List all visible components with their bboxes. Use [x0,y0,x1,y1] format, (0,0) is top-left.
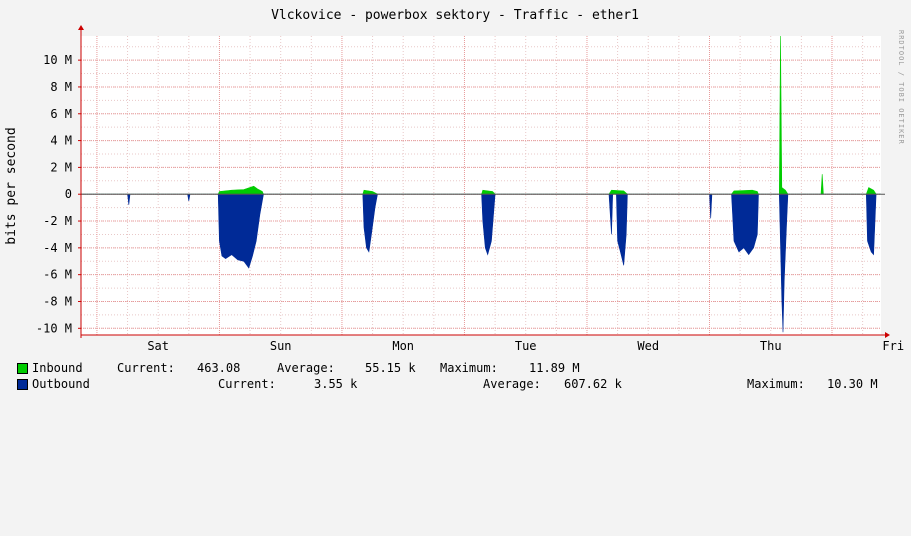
legend-swatch-outbound [17,379,28,390]
x-tick-label: Wed [637,339,659,353]
x-tick-label: Fri [882,339,904,353]
rrd-graph: Vlckovice - powerbox sektory - Traffic -… [4,8,905,392]
legend-maximum-label-inbound: Maximum: [440,361,498,375]
x-tick-label: Tue [515,339,537,353]
y-tick-labels: 10 M 8 M 6 M 4 M 2 M 0 -2 M -4 M -6 M -8 M -10 M [36,53,72,335]
legend-row-outbound: Outbound Current: 3.55 k Average: 607.62… [17,376,897,392]
legend-current-inbound: 463.08 [197,361,241,375]
legend-current-label-inbound: Current: [117,361,175,375]
legend-current-label-outbound: Current: [218,377,276,391]
legend-maximum-inbound: 11.89 M [529,361,580,375]
x-axis-arrow [885,332,890,338]
series-area-inbound [81,35,881,195]
x-tick-label: Sun [270,339,292,353]
y-tick-label: 4 M [50,134,72,148]
y-tick-label: 6 M [50,107,72,121]
legend-name-inbound: Inbound [32,361,83,375]
legend: Inbound Current: 463.08 Average: 55.15 k… [17,360,897,392]
y-tick-label: -2 M [43,214,72,228]
legend-average-outbound: 607.62 k [564,377,622,391]
y-axis-label: bits per second [4,127,19,244]
legend-maximum-outbound: 10.30 M [827,377,878,391]
y-axis-arrow [78,25,84,30]
legend-average-label-inbound: Average: [277,361,335,375]
y-tick-label: 8 M [50,80,72,94]
legend-name-outbound: Outbound [32,377,90,391]
x-tick-labels: Sat Sun Mon Tue Wed Thu Fri [147,339,904,353]
y-tick-label: -10 M [36,321,72,335]
y-tick-label: -4 M [43,241,72,255]
y-tick-label: -8 M [43,294,72,308]
axes [78,25,890,338]
legend-average-inbound: 55.15 k [365,361,416,375]
y-tick-label: 2 M [50,160,72,174]
watermark-text: RRDTOOL / TOBI OETIKER [897,30,905,145]
chart-title: Vlckovice - powerbox sektory - Traffic -… [271,8,639,23]
y-tick-label: 0 [65,187,72,201]
x-tick-label: Thu [760,339,782,353]
x-tick-label: Sat [147,339,169,353]
legend-average-label-outbound: Average: [483,377,541,391]
plot-area [81,36,881,335]
legend-swatch-inbound [17,363,28,374]
legend-maximum-label-outbound: Maximum: [747,377,805,391]
x-tick-label: Mon [392,339,414,353]
y-tick-label: -6 M [43,268,72,282]
legend-current-outbound: 3.55 k [314,377,358,391]
traffic-chart: Vlckovice - powerbox sektory - Traffic -… [4,8,905,353]
y-tick-label: 10 M [43,53,72,67]
legend-row-inbound: Inbound Current: 463.08 Average: 55.15 k… [17,360,897,376]
